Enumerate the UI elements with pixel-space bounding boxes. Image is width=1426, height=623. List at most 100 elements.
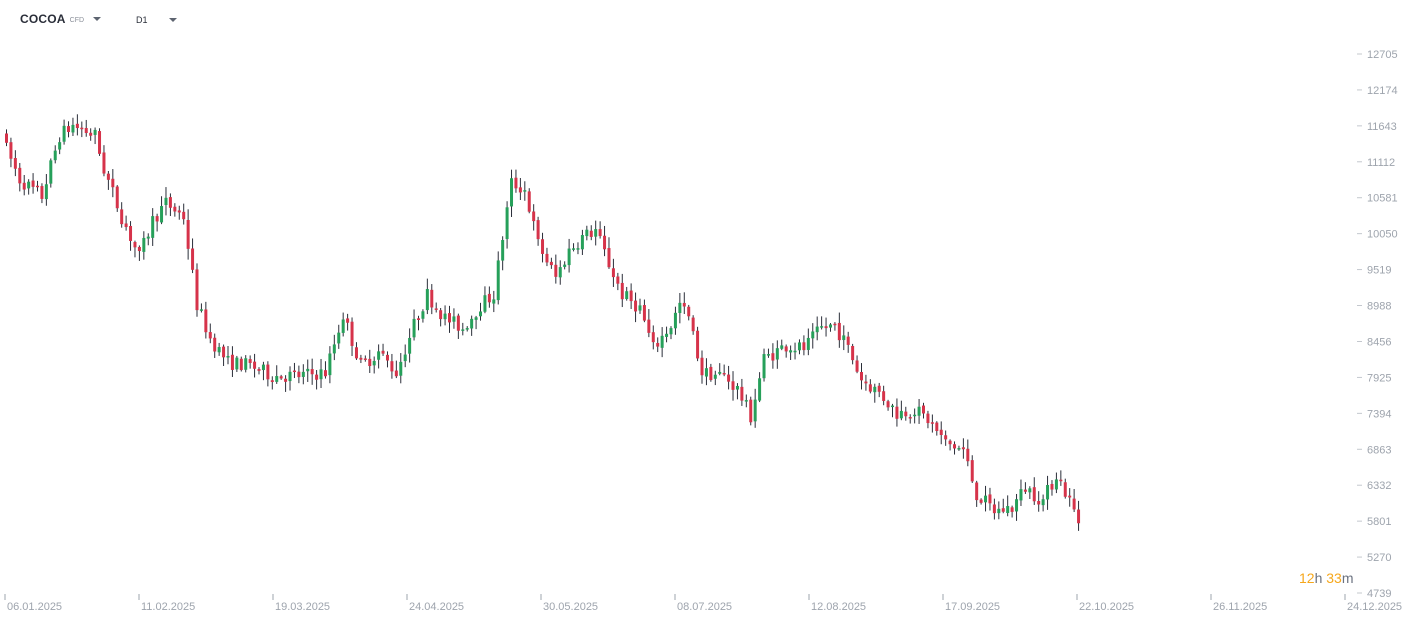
candle-down bbox=[532, 204, 536, 231]
candle-down bbox=[824, 317, 828, 337]
candle-down bbox=[607, 237, 611, 269]
symbol-type-badge: CFD bbox=[69, 16, 85, 24]
candle-down bbox=[598, 221, 602, 239]
candle-body bbox=[935, 422, 939, 431]
candle-down bbox=[722, 364, 726, 377]
candle-body bbox=[926, 413, 930, 424]
price-tick-label: 11643 bbox=[1367, 121, 1397, 133]
candle-down bbox=[992, 498, 996, 520]
candle-body bbox=[22, 182, 26, 190]
candle-body bbox=[297, 371, 301, 378]
candle-up bbox=[151, 208, 155, 246]
candle-body bbox=[199, 309, 203, 311]
time-tick-label: 17.09.2025 bbox=[945, 601, 1000, 613]
candle-body bbox=[67, 126, 71, 132]
candle-body bbox=[953, 444, 957, 449]
candle-down bbox=[696, 326, 700, 362]
candle-body bbox=[638, 305, 642, 311]
candle-body bbox=[882, 391, 886, 401]
price-tick-label: 8456 bbox=[1367, 336, 1391, 348]
candle-up bbox=[146, 233, 150, 246]
candle-body bbox=[1023, 489, 1027, 492]
candle-down bbox=[1050, 480, 1054, 496]
candle-body bbox=[235, 357, 239, 370]
candle-down bbox=[687, 304, 691, 321]
candle-down bbox=[740, 378, 744, 406]
candle-body bbox=[598, 229, 602, 237]
candle-down bbox=[837, 312, 841, 348]
symbol-selector[interactable]: COCOA CFD bbox=[20, 11, 102, 27]
candle-countdown: 12h 33m bbox=[1299, 570, 1354, 586]
candle-down bbox=[310, 358, 314, 385]
candle-body bbox=[718, 371, 722, 374]
candle-body bbox=[1068, 495, 1072, 498]
candle-body bbox=[89, 132, 93, 136]
candle-body bbox=[416, 318, 420, 320]
timeframe-selector[interactable]: D1 bbox=[136, 12, 177, 28]
candle-down bbox=[354, 342, 358, 360]
candle-body bbox=[164, 197, 168, 206]
candle-up bbox=[789, 345, 793, 360]
candle-down bbox=[270, 376, 274, 390]
candle-body bbox=[226, 356, 230, 358]
candle-down bbox=[213, 333, 217, 358]
chevron-down-icon bbox=[93, 16, 102, 21]
candle-down bbox=[323, 361, 327, 379]
candle-up bbox=[1054, 472, 1058, 494]
candle-body bbox=[775, 348, 779, 360]
candle-body bbox=[257, 369, 261, 371]
candle-body bbox=[811, 331, 815, 339]
candle-up bbox=[275, 365, 279, 384]
candle-body bbox=[350, 321, 354, 346]
candle-body bbox=[722, 373, 726, 375]
candle-body bbox=[984, 495, 988, 503]
candle-up bbox=[412, 309, 416, 341]
candle-up bbox=[403, 344, 407, 368]
candle-up bbox=[678, 293, 682, 324]
candle-body bbox=[155, 216, 159, 222]
candle-down bbox=[731, 371, 735, 401]
candle-up bbox=[576, 242, 580, 255]
candle-body bbox=[656, 342, 660, 347]
candle-up bbox=[665, 326, 669, 343]
candle-up bbox=[71, 117, 75, 137]
candle-up bbox=[567, 238, 571, 273]
candle-body bbox=[917, 406, 921, 416]
candle-down bbox=[749, 396, 753, 426]
candle-body bbox=[470, 318, 474, 329]
candle-body bbox=[824, 326, 828, 329]
candle-body bbox=[961, 447, 965, 450]
candle-down bbox=[953, 441, 957, 455]
candle-body bbox=[687, 306, 691, 317]
candle-down bbox=[895, 398, 899, 427]
candle-down bbox=[106, 170, 110, 190]
candle-up bbox=[806, 328, 810, 356]
candle-body bbox=[651, 332, 655, 343]
candle-up bbox=[828, 323, 832, 332]
candle-body bbox=[594, 229, 598, 237]
candle-body bbox=[979, 499, 983, 503]
candle-up bbox=[572, 243, 576, 252]
candle-down bbox=[284, 375, 288, 392]
candle-up bbox=[421, 309, 425, 323]
time-tick-label: 08.07.2025 bbox=[677, 601, 732, 613]
candle-body bbox=[895, 406, 899, 419]
candle-up bbox=[501, 236, 505, 271]
candle-body bbox=[279, 376, 283, 379]
candle-body bbox=[855, 360, 859, 372]
candle-down bbox=[979, 498, 983, 505]
candle-body bbox=[483, 295, 487, 312]
candle-up bbox=[758, 372, 762, 403]
candle-down bbox=[833, 322, 837, 331]
candle-down bbox=[363, 355, 367, 362]
candle-body bbox=[749, 399, 753, 423]
candle-body bbox=[709, 366, 713, 381]
candle-down bbox=[1023, 482, 1027, 494]
candle-down bbox=[120, 202, 124, 228]
candle-body bbox=[744, 400, 748, 402]
candle-body bbox=[873, 386, 877, 393]
candle-down bbox=[611, 258, 615, 287]
candle-body bbox=[1019, 489, 1023, 501]
candle-up bbox=[164, 187, 168, 216]
